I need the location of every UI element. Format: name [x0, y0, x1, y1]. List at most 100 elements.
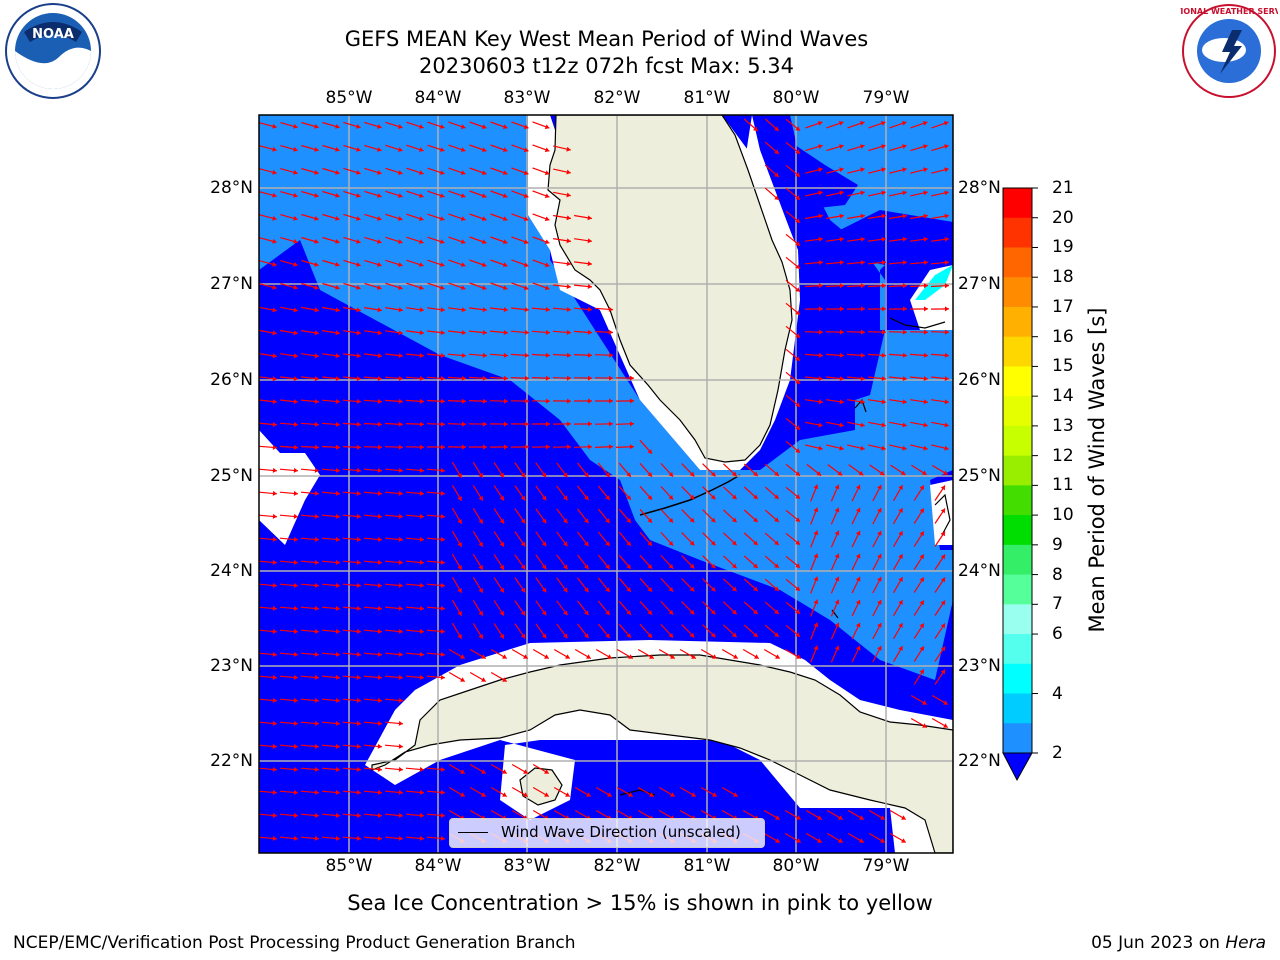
wind-arrow-head [795, 126, 800, 131]
wind-arrow-head [796, 838, 801, 843]
wind-arrow-head [440, 307, 445, 313]
legend-label: Wind Wave Direction (unscaled) [501, 823, 741, 841]
wind-arrow-head [923, 283, 928, 289]
wind-arrow-head [272, 536, 277, 542]
wind-arrow-head [457, 496, 462, 501]
wind-arrow-head [795, 402, 800, 407]
wind-arrow-head [605, 495, 610, 500]
wind-arrow-head [902, 376, 907, 381]
colorbar-bin [1003, 277, 1032, 308]
wind-arrow-head [774, 494, 779, 499]
wind-arrow-head [860, 167, 865, 173]
wind-arrow-head [335, 766, 340, 772]
colorbar-tick-label: 13 [1052, 415, 1074, 436]
wind-arrow-head [314, 743, 319, 749]
wind-arrow-head [440, 467, 445, 473]
wind-arrow-head [314, 262, 319, 267]
wind-arrow-head [419, 421, 424, 427]
wind-arrow-head [502, 216, 508, 221]
wind-arrow-head [398, 697, 403, 703]
wind-arrow-head [272, 766, 277, 772]
wind-arrow-head [502, 124, 508, 129]
wind-arrow-head [922, 121, 928, 126]
wind-arrow-head [753, 586, 758, 591]
wind-arrow-head [858, 470, 864, 476]
wind-arrow-head [272, 192, 277, 198]
wind-arrow-head [710, 540, 716, 546]
wind-arrow-head [859, 815, 864, 820]
wind-arrow-head [314, 674, 319, 680]
wind-arrow-head [795, 287, 800, 292]
colorbar-tick-label: 14 [1052, 386, 1074, 407]
wind-arrow-head [668, 517, 674, 523]
wind-arrow-head [628, 654, 633, 659]
wind-arrow-head [482, 398, 487, 404]
wind-arrow-head [481, 124, 487, 129]
wind-arrow-head [584, 587, 589, 593]
wind-arrow-head [377, 353, 382, 359]
wind-arrow-head [356, 353, 361, 359]
wind-arrow-head [839, 213, 844, 219]
wind-arrow-head [796, 654, 801, 659]
wind-arrow-head [541, 610, 547, 616]
wind-arrow-head [314, 628, 319, 634]
wind-arrow-head [440, 536, 445, 542]
wind-arrow-head [630, 398, 634, 404]
wind-arrow-head [523, 654, 528, 659]
wind-arrow-head [818, 352, 823, 358]
wind-arrow-head [478, 633, 483, 639]
wind-arrow-head [710, 609, 716, 615]
wind-arrow-head [545, 398, 550, 404]
colorbar-bin [1003, 217, 1032, 248]
wind-arrow-head [461, 353, 466, 358]
wind-arrow-head [272, 605, 277, 611]
wind-arrow-head [839, 260, 844, 265]
wind-arrow-head [544, 262, 550, 268]
wind-arrow-head [901, 815, 906, 820]
wind-arrow-head [356, 262, 361, 267]
colorbar-bin [1003, 188, 1032, 219]
wind-arrow-head [881, 144, 886, 149]
wind-arrow-head [293, 605, 298, 611]
wind-arrow-head [584, 633, 589, 639]
wind-arrow-head [272, 238, 277, 244]
noaa-logo: NOAA [5, 3, 101, 99]
wind-arrow-head [541, 564, 547, 570]
colorbar-segments [1003, 188, 1032, 754]
wind-arrow-head [314, 239, 319, 244]
wind-arrow-head [898, 646, 903, 651]
wind-arrow-head [898, 623, 903, 628]
wind-arrow-head [837, 471, 843, 476]
wind-arrow-head [608, 329, 613, 335]
wind-arrow-head [731, 540, 737, 546]
wind-arrow-head [460, 769, 465, 774]
wind-arrow-head [816, 471, 822, 476]
wind-arrow-head [356, 239, 361, 244]
lat-label-left: 24°N [210, 561, 253, 581]
wind-arrow-head [898, 485, 903, 490]
wind-arrow-head [272, 513, 277, 519]
wind-arrow-head [461, 421, 466, 427]
wind-arrow-head [460, 239, 466, 244]
wind-arrow-head [377, 376, 382, 381]
wind-arrow-head [544, 769, 549, 774]
wind-arrow-head [460, 216, 466, 221]
wind-arrow-head [775, 838, 780, 843]
wind-arrow-head [670, 654, 675, 659]
wind-arrow-head [902, 236, 907, 242]
wind-arrow-head [481, 677, 486, 682]
wind-arrow-head [795, 586, 800, 591]
wind-arrow-head [461, 375, 466, 381]
wind-arrow-head [944, 329, 949, 335]
wind-arrow-head [504, 421, 508, 427]
wind-arrow-head [293, 467, 298, 473]
wind-arrow-head [440, 628, 445, 634]
wind-arrow-head [774, 563, 779, 568]
wind-arrow-head [588, 398, 592, 404]
wind-arrow-head [838, 815, 843, 820]
colorbar-tick-label: 10 [1052, 505, 1074, 526]
sea-ice-note: Sea Ice Concentration > 15% is shown in … [347, 891, 933, 915]
wind-arrow-head [877, 508, 882, 513]
wind-arrow-head [902, 352, 907, 358]
wind-arrow-head [839, 236, 844, 242]
